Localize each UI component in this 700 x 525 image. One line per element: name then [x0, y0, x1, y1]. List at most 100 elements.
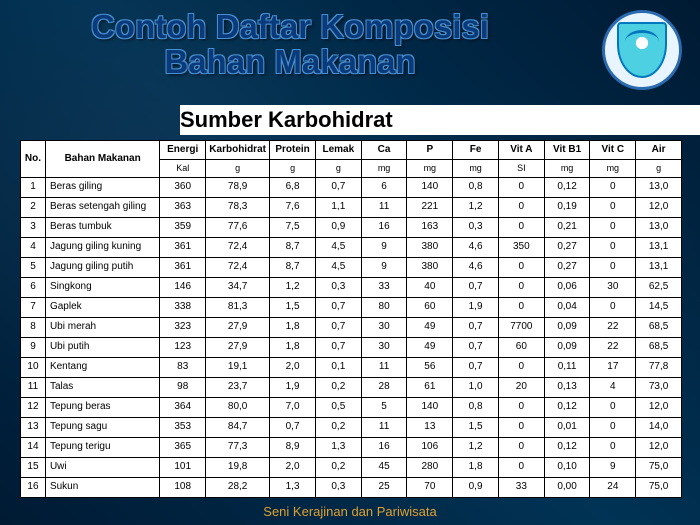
cell-value: 0,5 — [315, 397, 361, 417]
table-row: 2Beras setengah giling36378,37,61,111221… — [21, 197, 682, 217]
cell-value: 7,6 — [270, 197, 316, 217]
cell-value: 364 — [160, 397, 206, 417]
cell-value: 25 — [361, 477, 407, 497]
cell-value: 72,4 — [206, 237, 270, 257]
cell-no: 2 — [21, 197, 46, 217]
table-row: 13Tepung sagu35384,70,70,211131,500,0101… — [21, 417, 682, 437]
cell-name: Beras giling — [45, 177, 159, 197]
cell-value: 1,9 — [270, 377, 316, 397]
cell-value: 0 — [590, 197, 636, 217]
cell-value: 30 — [361, 317, 407, 337]
cell-value: 101 — [160, 457, 206, 477]
cell-value: 0 — [498, 357, 544, 377]
table-row: 15Uwi10119,82,00,2452801,800,10975,0 — [21, 457, 682, 477]
cell-value: 80 — [361, 297, 407, 317]
cell-value: 68,5 — [636, 317, 682, 337]
cell-value: 0 — [498, 277, 544, 297]
cell-value: 4,6 — [453, 257, 499, 277]
cell-value: 14,5 — [636, 297, 682, 317]
cell-value: 30 — [361, 337, 407, 357]
cell-value: 56 — [407, 357, 453, 377]
cell-no: 11 — [21, 377, 46, 397]
cell-value: 338 — [160, 297, 206, 317]
cell-name: Uwi — [45, 457, 159, 477]
cell-value: 365 — [160, 437, 206, 457]
cell-value: 13,0 — [636, 177, 682, 197]
cell-value: 1,3 — [270, 477, 316, 497]
col-header-no: No. — [21, 141, 46, 178]
cell-value: 0,12 — [544, 397, 590, 417]
cell-value: 84,7 — [206, 417, 270, 437]
cell-value: 0,01 — [544, 417, 590, 437]
cell-value: 6,8 — [270, 177, 316, 197]
cell-value: 0 — [590, 257, 636, 277]
col-header: P — [407, 141, 453, 160]
cell-value: 27,9 — [206, 317, 270, 337]
cell-value: 0 — [498, 217, 544, 237]
cell-value: 78,9 — [206, 177, 270, 197]
cell-value: 70 — [407, 477, 453, 497]
cell-value: 0,7 — [453, 317, 499, 337]
cell-value: 7,0 — [270, 397, 316, 417]
cell-value: 106 — [407, 437, 453, 457]
cell-no: 8 — [21, 317, 46, 337]
cell-value: 8,9 — [270, 437, 316, 457]
cell-value: 12,0 — [636, 437, 682, 457]
cell-value: 28,2 — [206, 477, 270, 497]
cell-value: 9 — [361, 237, 407, 257]
cell-value: 360 — [160, 177, 206, 197]
cell-no: 16 — [21, 477, 46, 497]
cell-value: 77,3 — [206, 437, 270, 457]
col-unit: g — [270, 160, 316, 178]
logo-emblem — [602, 10, 682, 90]
cell-value: 1,9 — [453, 297, 499, 317]
cell-value: 0,7 — [453, 357, 499, 377]
col-unit: g — [206, 160, 270, 178]
cell-no: 7 — [21, 297, 46, 317]
cell-value: 361 — [160, 257, 206, 277]
cell-no: 4 — [21, 237, 46, 257]
table-row: 4Jagung giling kuning36172,48,74,593804,… — [21, 237, 682, 257]
cell-value: 11 — [361, 417, 407, 437]
cell-value: 45 — [361, 457, 407, 477]
cell-value: 11 — [361, 357, 407, 377]
cell-value: 72,4 — [206, 257, 270, 277]
cell-name: Tepung sagu — [45, 417, 159, 437]
table-row: 3Beras tumbuk35977,67,50,9161630,300,210… — [21, 217, 682, 237]
col-header: Vit B1 — [544, 141, 590, 160]
cell-value: 0,27 — [544, 257, 590, 277]
cell-value: 0,13 — [544, 377, 590, 397]
cell-name: Beras tumbuk — [45, 217, 159, 237]
cell-value: 2,0 — [270, 357, 316, 377]
cell-value: 30 — [590, 277, 636, 297]
cell-name: Beras setengah giling — [45, 197, 159, 217]
cell-value: 1,2 — [270, 277, 316, 297]
cell-no: 9 — [21, 337, 46, 357]
cell-value: 0 — [590, 237, 636, 257]
col-header: Ca — [361, 141, 407, 160]
cell-value: 361 — [160, 237, 206, 257]
cell-value: 0,3 — [315, 277, 361, 297]
col-header: Vit A — [498, 141, 544, 160]
cell-value: 0 — [590, 417, 636, 437]
cell-value: 77,8 — [636, 357, 682, 377]
cell-value: 0,1 — [315, 357, 361, 377]
cell-value: 49 — [407, 337, 453, 357]
table-row: 10Kentang8319,12,00,111560,700,111777,8 — [21, 357, 682, 377]
cell-name: Ubi merah — [45, 317, 159, 337]
col-header: Air — [636, 141, 682, 160]
cell-value: 1,8 — [453, 457, 499, 477]
cell-value: 0,04 — [544, 297, 590, 317]
title-line-1: Contoh Daftar Komposisi — [80, 10, 500, 45]
cell-value: 1,8 — [270, 337, 316, 357]
cell-value: 323 — [160, 317, 206, 337]
col-unit: mg — [453, 160, 499, 178]
footer-text: Seni Kerajinan dan Pariwisata — [0, 504, 700, 519]
cell-value: 78,3 — [206, 197, 270, 217]
cell-value: 61 — [407, 377, 453, 397]
cell-value: 0 — [590, 177, 636, 197]
cell-value: 0,7 — [270, 417, 316, 437]
cell-value: 0 — [498, 257, 544, 277]
cell-value: 81,3 — [206, 297, 270, 317]
cell-value: 359 — [160, 217, 206, 237]
